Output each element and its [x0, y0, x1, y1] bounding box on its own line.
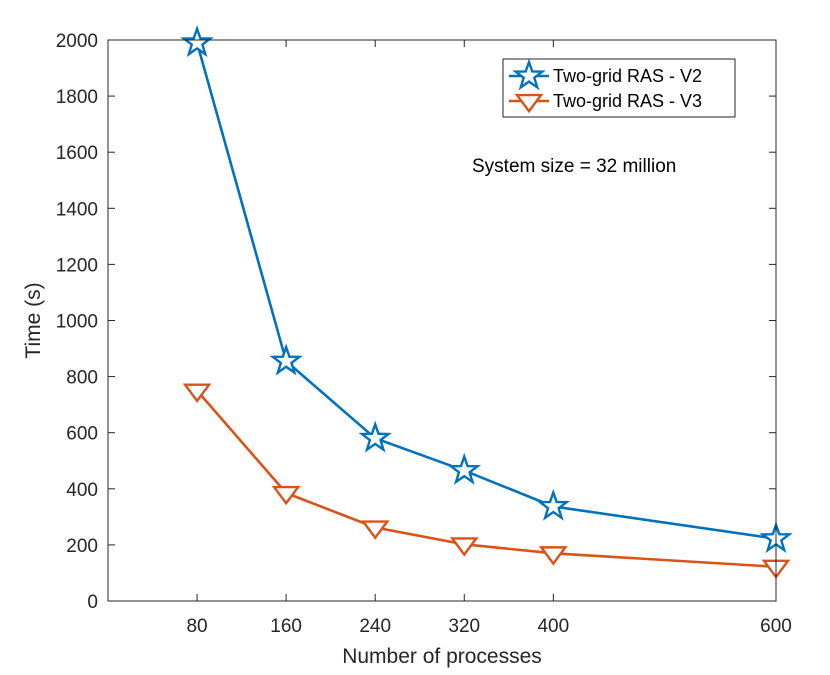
- triangle-marker: [449, 537, 479, 557]
- x-tick-label: 320: [448, 616, 480, 637]
- series-line: [195, 42, 777, 541]
- legend-entry-v2: Two-grid RAS - V2: [509, 58, 702, 91]
- y-tick-label: 2000: [56, 31, 98, 52]
- x-tick-label: 400: [537, 616, 569, 637]
- y-tick-label: 1400: [56, 199, 98, 220]
- plot-frame: [107, 39, 777, 602]
- triangle-marker: [360, 520, 390, 540]
- legend-box: [502, 58, 736, 118]
- star-marker: [269, 343, 303, 376]
- y-tick-label: 0: [87, 592, 98, 613]
- star-marker: [536, 488, 571, 521]
- series-line: [196, 389, 777, 569]
- legend-label-v3: Two-grid RAS - V3: [553, 91, 702, 111]
- star-marker: [512, 58, 546, 91]
- y-tick-label: 200: [66, 536, 98, 557]
- x-tick-label: 240: [359, 616, 391, 637]
- series-1: [182, 383, 791, 580]
- y-tick-label: 1000: [56, 312, 98, 333]
- star-marker: [447, 452, 482, 485]
- series-layer: [180, 25, 793, 580]
- x-axis-label: Number of processes: [342, 645, 542, 668]
- y-axis-ticks: 0 200 400 600 800 1000 1200 1400 1600 1800 2000: [56, 31, 776, 613]
- star-marker: [358, 420, 392, 453]
- y-tick-label: 600: [66, 424, 98, 445]
- x-tick-label: 160: [270, 616, 302, 637]
- x-tick-label: 600: [760, 616, 792, 637]
- x-tick-label: 80: [186, 616, 207, 637]
- star-marker: [180, 25, 214, 58]
- y-tick-label: 1200: [56, 255, 98, 276]
- triangle-marker: [271, 485, 301, 506]
- plot-area: [108, 40, 776, 601]
- system-size-annotation: System size = 32 million: [472, 156, 676, 177]
- legend-label-v2: Two-grid RAS - V2: [553, 66, 702, 86]
- y-tick-label: 1600: [56, 143, 98, 164]
- legend-triangle-marker-icon: [514, 93, 544, 114]
- triangle-marker: [182, 383, 212, 403]
- y-tick-label: 1800: [56, 87, 98, 108]
- legend-entry-v3: Two-grid RAS - V3: [509, 91, 702, 114]
- y-tick-label: 800: [66, 368, 98, 389]
- y-tick-label: 400: [66, 480, 98, 501]
- x-axis-ticks: 80 160 240 320 400 600: [186, 40, 792, 637]
- triangle-marker: [514, 93, 544, 114]
- legend-star-marker-icon: [512, 58, 546, 91]
- triangle-marker: [538, 546, 568, 566]
- y-axis-label: Time (s): [22, 282, 45, 358]
- legend: Two-grid RAS - V2 Two-grid RAS - V3: [502, 58, 736, 118]
